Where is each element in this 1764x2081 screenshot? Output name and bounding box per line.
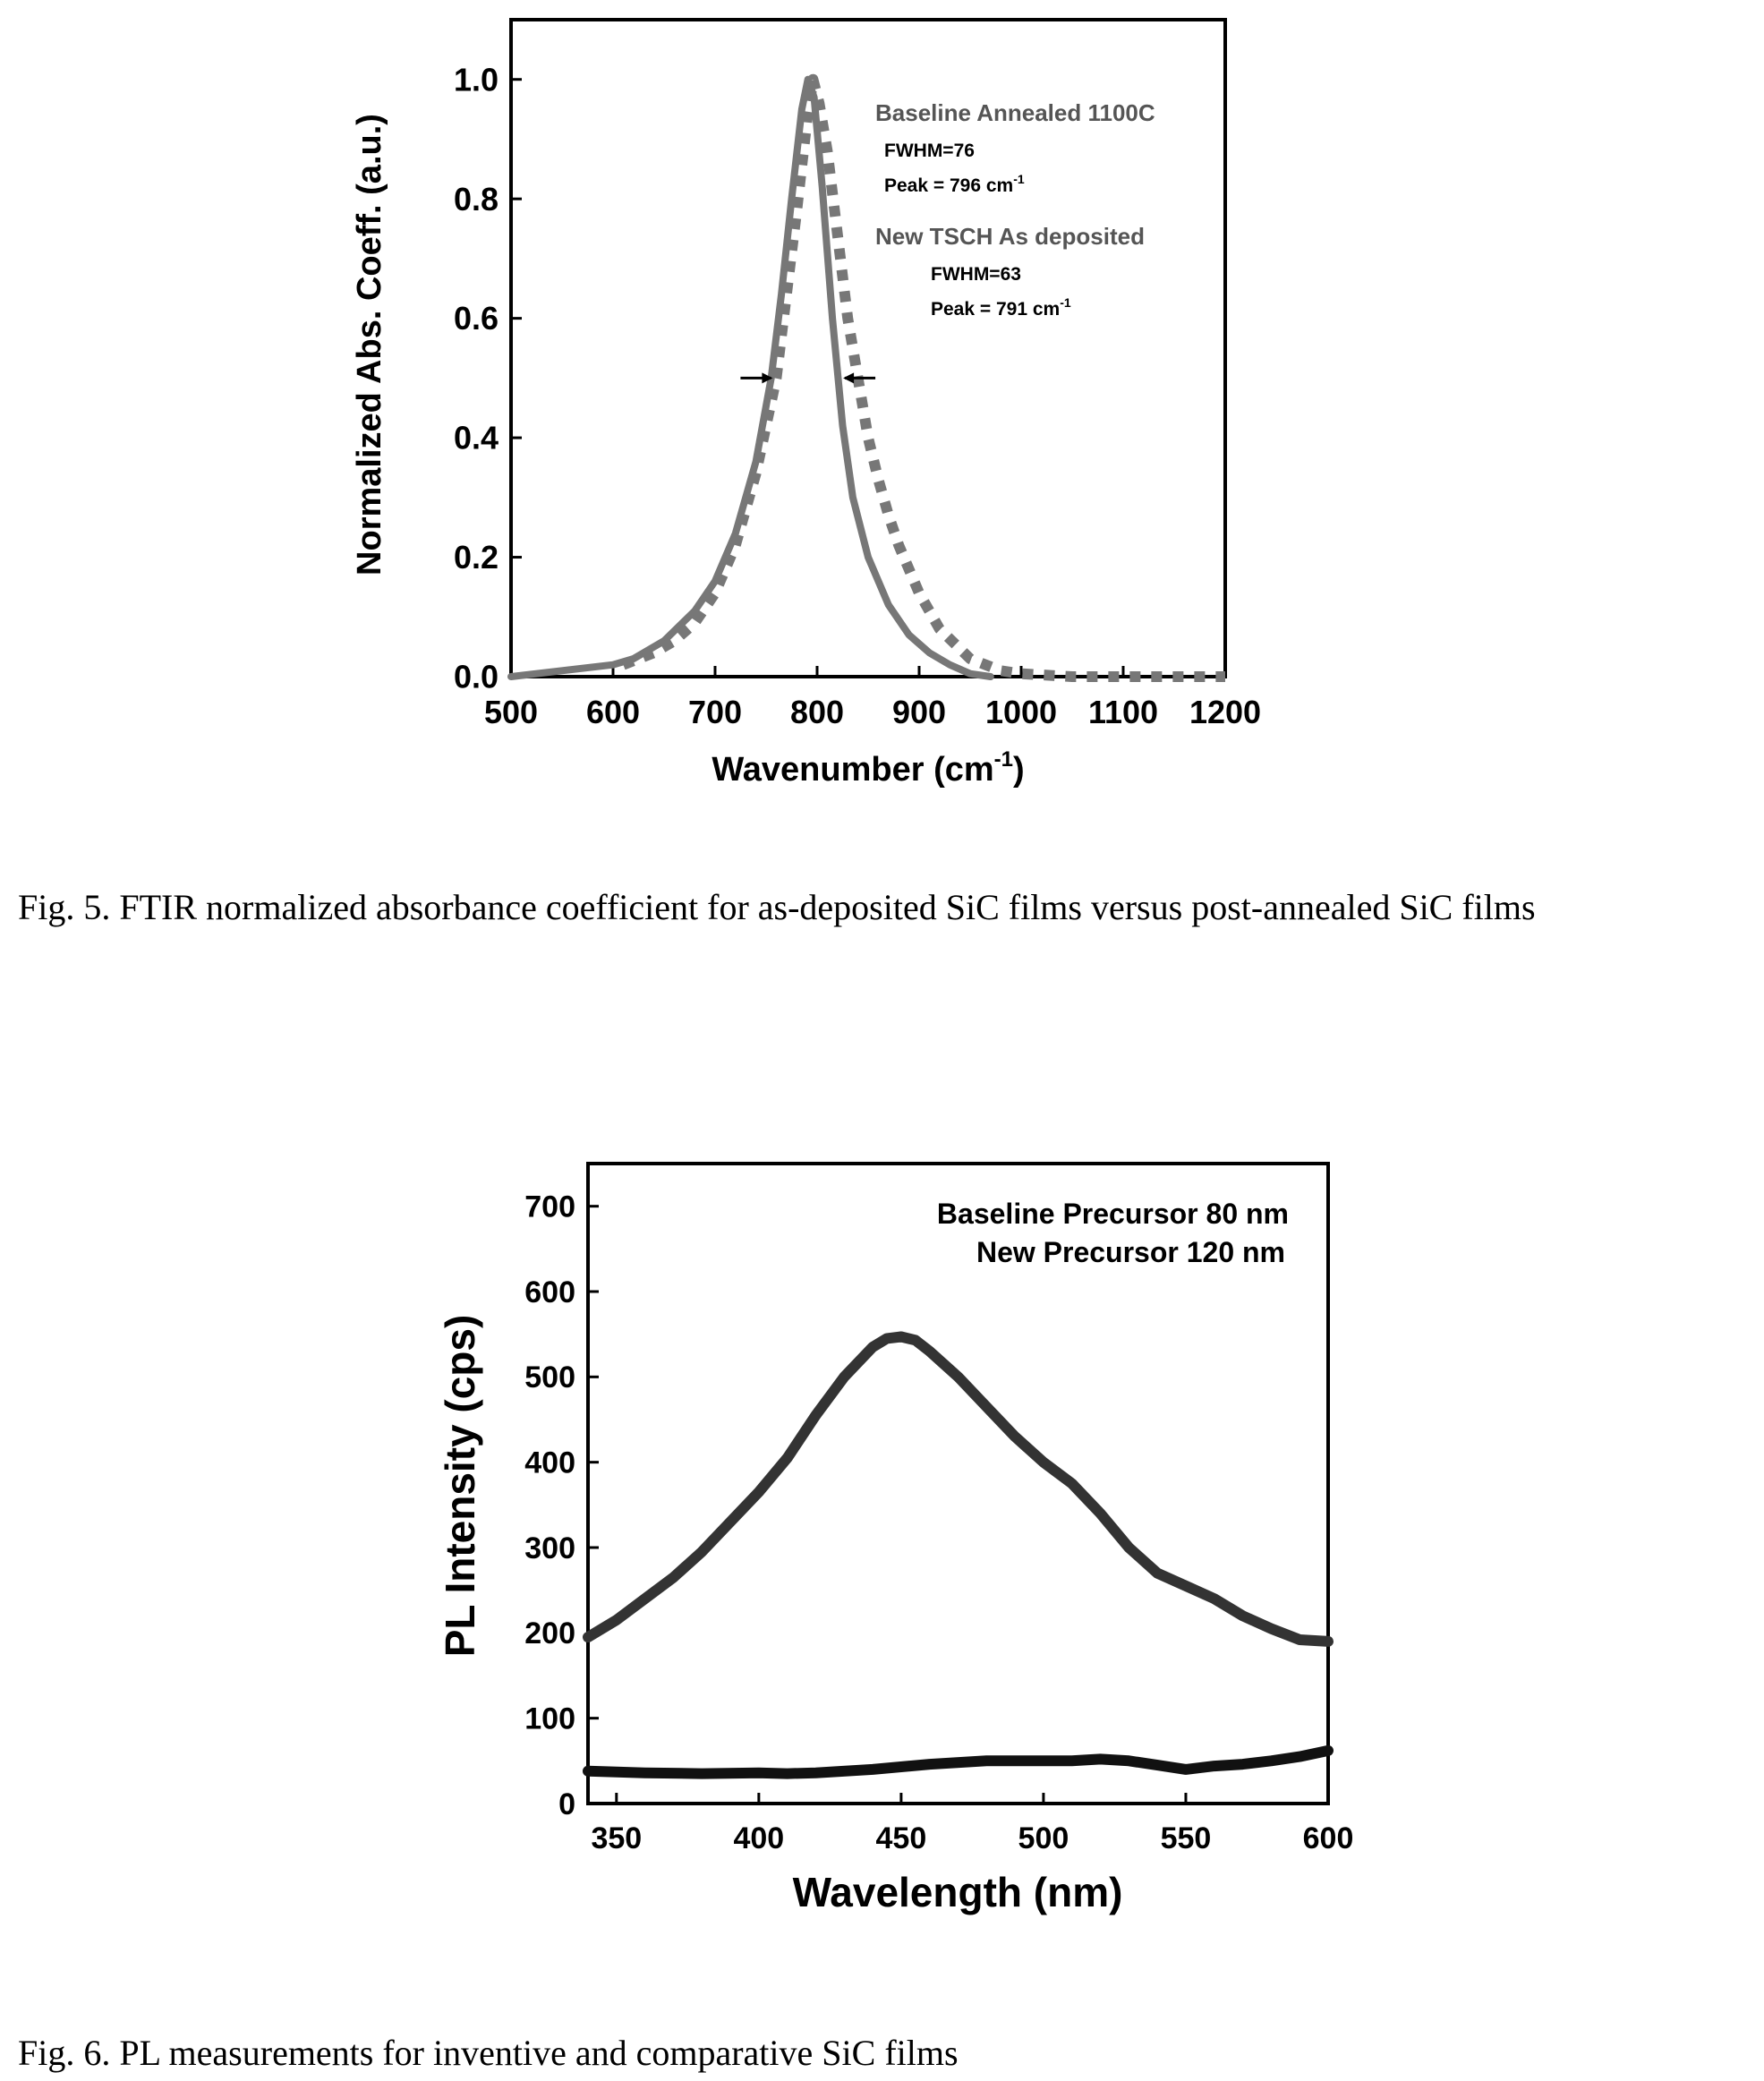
fig6-chart: 350 400 450 500 550 600 0 100 200 300 400 500 600 700… bbox=[437, 1162, 1353, 1915]
fig5-annotation-fwhm-2: FWHM=63 bbox=[931, 264, 1021, 285]
y-tick-label: 200 bbox=[524, 1616, 575, 1650]
y-tick-label: 300 bbox=[524, 1531, 575, 1565]
fig5-caption: Fig. 5. FTIR normalized absorbance coeff… bbox=[18, 887, 1536, 927]
series-line-1 bbox=[583, 1331, 1334, 1647]
series-line-1 bbox=[507, 75, 994, 680]
x-tick-label: 800 bbox=[790, 694, 844, 730]
y-tick-label: 0.2 bbox=[454, 539, 499, 576]
fig5-x-axis-label: Wavenumber (cm-1) bbox=[712, 747, 1024, 789]
fig5-ticks: 500 600 700 800 900 1000 1100 1200 0.0 0.2 0.4 0.6 0… bbox=[454, 61, 1261, 730]
x-tick-label: 1000 bbox=[985, 694, 1057, 730]
fwhm-arrowhead-left bbox=[762, 372, 773, 384]
fig6-series-group bbox=[583, 1331, 1334, 1779]
x-tick-label: 1200 bbox=[1189, 694, 1261, 730]
y-tick-label: 0 bbox=[558, 1787, 575, 1821]
fig5-annotation-title-2: New TSCH As deposited bbox=[875, 223, 1145, 250]
x-tick-label: 350 bbox=[591, 1821, 642, 1855]
y-tick-label: 100 bbox=[524, 1702, 575, 1736]
y-tick-label: 400 bbox=[524, 1446, 575, 1480]
series-line-2 bbox=[583, 1744, 1334, 1779]
fig6-caption: Fig. 6. PL measurements for inventive an… bbox=[18, 2033, 959, 2073]
y-tick-label: 700 bbox=[524, 1190, 575, 1224]
fig5-chart: 500 600 700 800 900 1000 1100 1200 0.0 0.2 0.4 0.6 0… bbox=[351, 18, 1261, 789]
fig6-y-axis-label: PL Intensity (cps) bbox=[437, 1315, 483, 1658]
fig5-annotation-title-1: Baseline Annealed 1100C bbox=[875, 99, 1155, 126]
y-tick-label: 500 bbox=[524, 1360, 575, 1394]
fig5-annotation-peak-2: Peak = 791 cm-1 bbox=[931, 295, 1071, 320]
fig5-y-axis-label: Normalized Abs. Coeff. (a.u.) bbox=[351, 114, 388, 576]
y-tick-label: 0.8 bbox=[454, 181, 499, 217]
y-tick-label: 0.0 bbox=[454, 659, 499, 695]
x-tick-label: 600 bbox=[586, 694, 640, 730]
fig5-annotation-fwhm-1: FWHM=76 bbox=[884, 141, 975, 161]
fig5-plot-frame bbox=[509, 18, 1227, 678]
x-tick-label: 700 bbox=[688, 694, 742, 730]
fig6-x-axis-label: Wavelength (nm) bbox=[793, 1869, 1123, 1915]
x-tick-label: 900 bbox=[892, 694, 946, 730]
fig6-ticks: 350 400 450 500 550 600 0 100 200 300 400 500 600 700 bbox=[524, 1190, 1353, 1855]
fig5-series-group bbox=[507, 73, 1225, 682]
y-tick-label: 0.4 bbox=[454, 420, 499, 456]
x-tick-label: 600 bbox=[1303, 1821, 1354, 1855]
y-tick-label: 1.0 bbox=[454, 61, 499, 98]
fig6-plot-frame bbox=[586, 1162, 1330, 1805]
fig6-legend-line-2: New Precursor 120 nm bbox=[976, 1236, 1285, 1268]
x-tick-label: 450 bbox=[876, 1821, 927, 1855]
x-tick-label: 400 bbox=[733, 1821, 784, 1855]
x-tick-label: 500 bbox=[484, 694, 538, 730]
fig5-annotation-peak-1: Peak = 796 cm-1 bbox=[884, 172, 1025, 196]
x-tick-label: 1100 bbox=[1088, 694, 1158, 730]
fig6-legend-line-1: Baseline Precursor 80 nm bbox=[937, 1198, 1289, 1230]
x-tick-label: 550 bbox=[1161, 1821, 1212, 1855]
y-tick-label: 600 bbox=[524, 1275, 575, 1309]
fig5-fwhm-markers bbox=[740, 372, 876, 384]
x-tick-label: 500 bbox=[1018, 1821, 1069, 1855]
y-tick-label: 0.6 bbox=[454, 300, 499, 337]
series-line-2 bbox=[621, 73, 1225, 682]
fwhm-arrowhead-right bbox=[843, 372, 855, 384]
